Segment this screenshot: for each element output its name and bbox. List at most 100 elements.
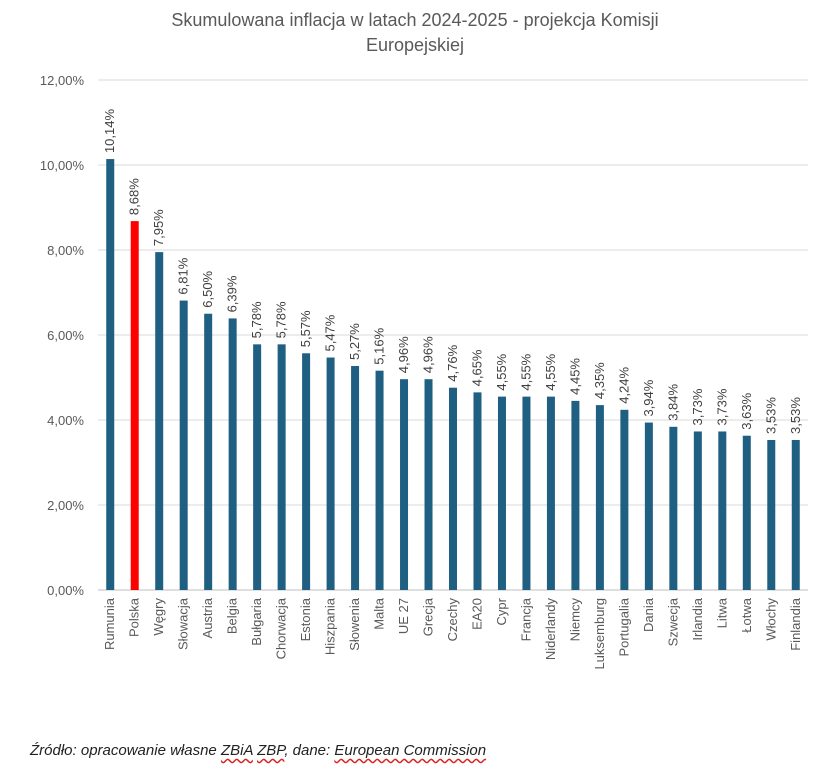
data-label: 3,73% <box>690 388 705 425</box>
bar <box>155 252 164 590</box>
bar <box>644 422 653 590</box>
data-label: 3,53% <box>763 397 778 434</box>
bar <box>204 313 213 590</box>
data-label: 3,73% <box>714 388 729 425</box>
data-label: 3,84% <box>665 383 680 420</box>
data-label: 3,53% <box>788 397 803 434</box>
bar <box>546 396 555 590</box>
chart-title-line-2: Europejskiej <box>365 35 465 55</box>
category-label: EA20 <box>469 598 484 630</box>
y-tick-label: 8,00% <box>47 243 84 258</box>
data-label: 4,76% <box>445 344 460 381</box>
data-label: 4,55% <box>543 353 558 390</box>
data-label: 4,65% <box>469 349 484 386</box>
category-label: Finlandia <box>788 597 803 651</box>
bar <box>595 405 604 590</box>
category-label: Hiszpania <box>323 597 338 655</box>
data-label: 5,78% <box>274 301 289 338</box>
bar <box>351 366 360 590</box>
data-label: 8,68% <box>127 178 142 215</box>
category-label: Dania <box>641 597 656 632</box>
data-label: 5,78% <box>249 301 264 338</box>
bar <box>497 396 506 590</box>
y-tick-label: 12,00% <box>40 73 85 88</box>
data-label: 4,24% <box>616 366 631 403</box>
source-zbp: ZBP <box>257 742 285 759</box>
category-label: Francja <box>518 597 533 641</box>
data-label: 4,96% <box>396 336 411 373</box>
category-label: Portugalia <box>616 597 631 656</box>
data-label: 6,39% <box>225 275 240 312</box>
chart-title-line-1: Skumulowana inflacja w latach 2024-2025 … <box>171 10 659 30</box>
bar <box>302 353 311 590</box>
bar <box>718 431 727 590</box>
category-label: Słowenia <box>347 597 362 651</box>
data-label: 10,14% <box>102 109 117 154</box>
y-tick-label: 10,00% <box>40 158 85 173</box>
bar <box>669 426 678 590</box>
source-org: ZBiA <box>220 742 253 759</box>
category-label: Malta <box>372 597 387 630</box>
category-label: Niderlandy <box>543 598 558 661</box>
category-label: Bułgaria <box>249 597 264 645</box>
bar <box>522 396 531 590</box>
data-label: 6,50% <box>200 270 215 307</box>
category-label: Luksemburg <box>592 598 607 670</box>
data-label: 4,45% <box>567 358 582 395</box>
source-prefix: Źródło: opracowanie własne <box>30 742 221 759</box>
bar <box>375 370 384 590</box>
bar <box>179 300 188 590</box>
category-label: Litwa <box>714 597 729 628</box>
data-label: 5,47% <box>323 314 338 351</box>
category-label: Niemcy <box>567 598 582 642</box>
source-note: Źródło: opracowanie własne ZBiA ZBP, dan… <box>30 742 486 759</box>
data-label: 4,96% <box>421 336 436 373</box>
bar <box>620 409 629 590</box>
category-label: Łotwa <box>739 597 754 632</box>
bar <box>228 318 237 590</box>
bar <box>400 379 409 590</box>
category-label: Austria <box>200 597 215 638</box>
bar <box>791 439 800 590</box>
bar <box>473 392 482 590</box>
bar <box>130 221 139 590</box>
category-label: Słowacja <box>176 597 191 650</box>
data-label: 5,16% <box>372 327 387 364</box>
bar <box>253 344 262 590</box>
category-label: Szwecja <box>665 597 680 646</box>
data-label: 3,63% <box>739 392 754 429</box>
chart-title: Skumulowana inflacja w latach 2024-2025 … <box>0 8 830 58</box>
data-label: 4,55% <box>494 353 509 390</box>
y-tick-label: 0,00% <box>47 583 84 598</box>
category-label: Czechy <box>445 598 460 642</box>
bar <box>571 400 580 590</box>
data-label: 4,55% <box>518 353 533 390</box>
data-label: 5,57% <box>298 310 313 347</box>
category-label: Grecja <box>421 597 436 636</box>
data-label: 6,81% <box>176 257 191 294</box>
category-label: Rumunia <box>102 597 117 650</box>
category-label: Chorwacja <box>274 597 289 659</box>
data-label: 4,35% <box>592 362 607 399</box>
category-label: Cypr <box>494 597 509 625</box>
data-label: 3,94% <box>641 379 656 416</box>
bar <box>424 379 433 590</box>
bar <box>449 387 457 590</box>
data-label: 7,95% <box>151 209 166 246</box>
category-label: Węgry <box>151 598 166 636</box>
bar <box>277 344 286 590</box>
bar <box>106 159 115 591</box>
y-tick-label: 2,00% <box>47 498 84 513</box>
category-label: Estonia <box>298 597 313 641</box>
data-label: 5,27% <box>347 323 362 360</box>
bar <box>693 431 702 590</box>
category-label: UE 27 <box>396 598 411 634</box>
category-label: Włochy <box>763 598 778 641</box>
bar <box>767 439 776 590</box>
source-mid: , dane: <box>284 742 335 759</box>
source-ec: European Commission <box>334 742 487 759</box>
bar <box>742 435 751 590</box>
bar <box>326 357 335 590</box>
